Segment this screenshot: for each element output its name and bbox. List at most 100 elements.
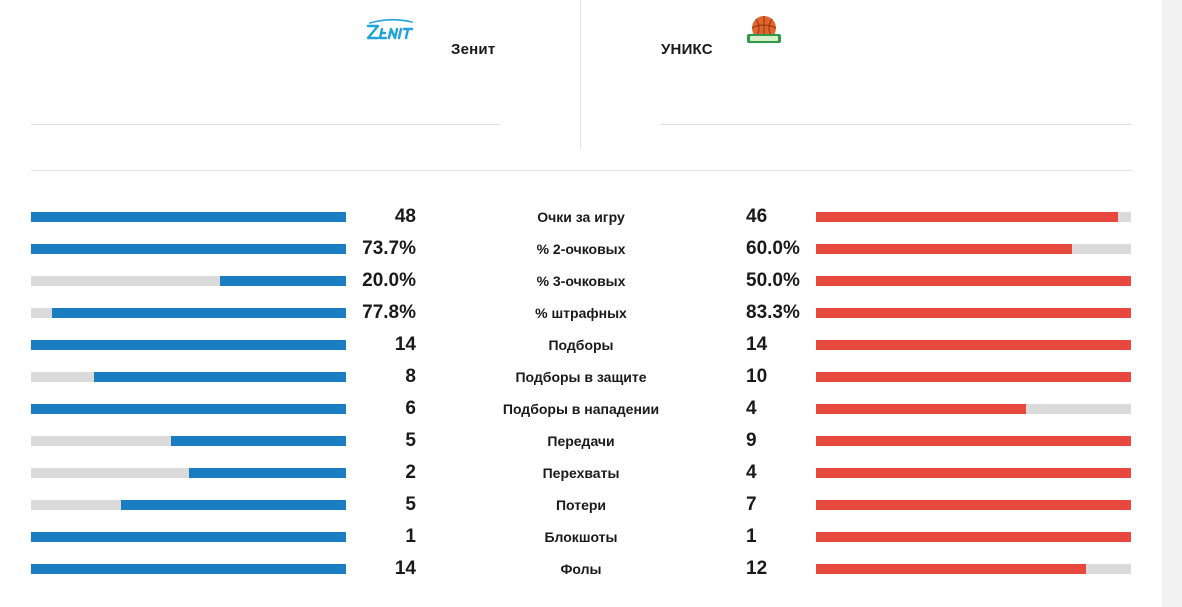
home-stat-value: 8 bbox=[405, 366, 416, 387]
home-stat-bar-fill bbox=[31, 564, 346, 574]
home-stat-bar bbox=[31, 436, 346, 446]
home-stat-value: 14 bbox=[394, 558, 416, 579]
away-stat-value: 4 bbox=[746, 462, 757, 483]
away-stat-value: 1 bbox=[746, 526, 757, 547]
stat-label: Перехваты bbox=[542, 465, 620, 481]
stat-row: 8 Подборы в защите 10 bbox=[0, 361, 1162, 393]
stat-label: Очки за игру bbox=[537, 209, 625, 225]
away-stat-bar-fill bbox=[816, 276, 1131, 286]
away-stat-value: 50.0% bbox=[746, 270, 800, 291]
away-stat-value: 4 bbox=[746, 398, 757, 419]
away-stat-bar bbox=[816, 276, 1131, 286]
header-divider bbox=[580, 0, 581, 150]
home-stat-bar bbox=[31, 212, 346, 222]
away-stat-value: 60.0% bbox=[746, 238, 800, 259]
stat-row: 1 Блокшоты 1 bbox=[0, 521, 1162, 553]
away-stat-value: 9 bbox=[746, 430, 757, 451]
stat-row: 5 Потери 7 bbox=[0, 489, 1162, 521]
home-stat-value: 20.0% bbox=[362, 270, 416, 291]
home-stat-bar bbox=[31, 372, 346, 382]
stat-label: % 3-очковых bbox=[536, 273, 626, 289]
away-header-rule bbox=[661, 124, 1131, 125]
home-stat-bar bbox=[31, 404, 346, 414]
away-stat-bar-fill bbox=[816, 436, 1131, 446]
home-stat-bar bbox=[31, 564, 346, 574]
stat-row: 2 Перехваты 4 bbox=[0, 457, 1162, 489]
stat-row: 14 Подборы 14 bbox=[0, 329, 1162, 361]
home-stat-bar-fill bbox=[220, 276, 346, 286]
home-stat-value: 77.8% bbox=[362, 302, 416, 323]
away-stat-bar bbox=[816, 212, 1131, 222]
stat-label: Потери bbox=[555, 497, 607, 513]
unics-logo-icon bbox=[747, 16, 781, 43]
stat-row: 5 Передачи 9 bbox=[0, 425, 1162, 457]
away-stat-bar bbox=[816, 564, 1131, 574]
home-stat-bar-fill bbox=[188, 468, 346, 478]
away-stat-bar bbox=[816, 404, 1131, 414]
away-stat-bar-fill bbox=[816, 212, 1118, 222]
home-stat-bar-fill bbox=[51, 308, 346, 318]
stats-list: 48 Очки за игру 46 73.7%% 2-очковых 60.0% 20.… bbox=[0, 201, 1162, 585]
stat-label: Подборы bbox=[548, 337, 614, 353]
away-stat-bar bbox=[816, 436, 1131, 446]
stat-label: Фолы bbox=[560, 561, 602, 577]
stat-row: 48 Очки за игру 46 bbox=[0, 201, 1162, 233]
home-stat-bar-fill bbox=[31, 244, 346, 254]
away-stat-bar bbox=[816, 244, 1131, 254]
stat-label: Подборы в защите bbox=[515, 369, 647, 385]
home-stat-value: 73.7% bbox=[362, 238, 416, 259]
away-stat-value: 10 bbox=[746, 366, 768, 387]
home-stat-bar bbox=[31, 244, 346, 254]
away-stat-bar-fill bbox=[816, 372, 1131, 382]
away-stat-value: 83.3% bbox=[746, 302, 800, 323]
home-stat-bar-fill bbox=[31, 532, 346, 542]
home-stat-value: 2 bbox=[405, 462, 416, 483]
stat-row: 14 Фолы 12 bbox=[0, 553, 1162, 585]
home-stat-bar-fill bbox=[121, 500, 346, 510]
away-stat-bar-fill bbox=[816, 404, 1027, 414]
away-stat-bar bbox=[816, 468, 1131, 478]
home-stat-bar bbox=[31, 500, 346, 510]
home-stat-value: 14 bbox=[394, 334, 416, 355]
away-stat-value: 46 bbox=[746, 206, 768, 227]
home-stat-bar bbox=[31, 340, 346, 350]
header-separator bbox=[31, 170, 1132, 171]
home-stat-bar bbox=[31, 532, 346, 542]
home-stat-bar-fill bbox=[94, 372, 346, 382]
home-stat-value: 5 bbox=[405, 494, 416, 515]
home-header-rule bbox=[31, 124, 501, 125]
stat-label: % штрафных bbox=[535, 305, 627, 321]
home-stat-bar bbox=[31, 308, 346, 318]
stat-label: Блокшоты bbox=[544, 529, 618, 545]
stat-row: 73.7% % 2-очковых 60.0% bbox=[0, 233, 1162, 265]
home-stat-bar bbox=[31, 276, 346, 286]
home-stat-value: 5 bbox=[405, 430, 416, 451]
home-stat-bar-fill bbox=[170, 436, 346, 446]
zenit-logo-icon bbox=[366, 18, 414, 40]
away-stat-bar-fill bbox=[816, 308, 1131, 318]
away-stat-bar bbox=[816, 532, 1131, 542]
stat-row: 6 Подборы в нападении 4 bbox=[0, 393, 1162, 425]
stat-row: 77.8% % штрафных 83.3% bbox=[0, 297, 1162, 329]
away-stat-value: 14 bbox=[746, 334, 768, 355]
home-stat-value: 6 bbox=[405, 398, 416, 419]
stat-label: Подборы в нападении bbox=[502, 401, 660, 417]
away-stat-bar-fill bbox=[816, 564, 1086, 574]
stat-row: 20.0% % 3-очковых 50.0% bbox=[0, 265, 1162, 297]
home-stat-value: 1 bbox=[405, 526, 416, 547]
home-stat-bar-fill bbox=[31, 404, 346, 414]
home-team-name[interactable]: Зенит bbox=[451, 41, 496, 58]
away-stat-bar-fill bbox=[816, 340, 1131, 350]
away-stat-bar bbox=[816, 340, 1131, 350]
home-stat-bar-fill bbox=[31, 340, 346, 350]
away-stat-bar bbox=[816, 308, 1131, 318]
away-stat-bar bbox=[816, 372, 1131, 382]
home-stat-value: 48 bbox=[394, 206, 416, 227]
away-team-name[interactable]: УНИКС bbox=[661, 41, 713, 58]
home-stat-bar-fill bbox=[31, 212, 346, 222]
away-stat-value: 7 bbox=[746, 494, 757, 515]
away-stat-bar-fill bbox=[816, 468, 1131, 478]
stat-label: Передачи bbox=[547, 433, 615, 449]
home-stat-bar bbox=[31, 468, 346, 478]
